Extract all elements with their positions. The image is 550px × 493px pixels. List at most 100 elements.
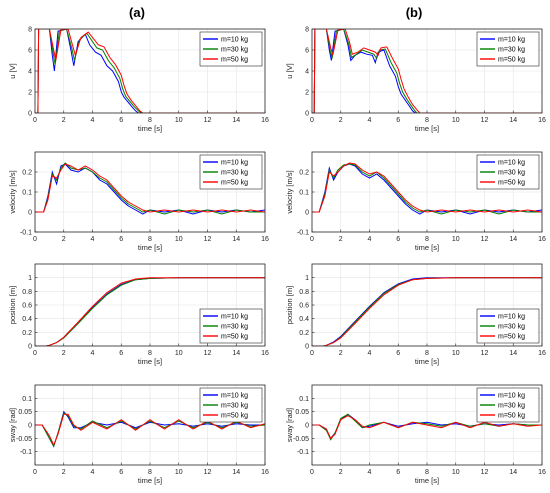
x-axis-label: time [s] xyxy=(415,357,439,366)
x-tick-label: 12 xyxy=(481,117,489,124)
x-tick-label: 14 xyxy=(232,236,240,243)
x-tick-label: 12 xyxy=(204,236,212,243)
y-tick-label: 0.2 xyxy=(22,330,32,337)
x-tick-label: 12 xyxy=(204,469,212,476)
x-tick-label: 16 xyxy=(538,350,546,357)
legend-label: m=30 kg xyxy=(221,403,248,410)
legend-label: m=10 kg xyxy=(498,37,525,44)
x-tick-label: 16 xyxy=(538,236,546,243)
legend-label: m=50 kg xyxy=(498,180,525,187)
legend-label: m=50 kg xyxy=(221,180,248,187)
x-tick-label: 6 xyxy=(119,117,123,124)
x-tick-label: 12 xyxy=(481,236,489,243)
y-tick-label: -0.1 xyxy=(20,230,32,237)
legend-label: m=50 kg xyxy=(221,413,248,420)
legend-label: m=30 kg xyxy=(498,324,525,331)
legend: m=10 kg m=30 kg m=50 kg xyxy=(476,31,540,67)
legend: m=10 kg m=30 kg m=50 kg xyxy=(476,154,540,190)
y-tick-label: 0 xyxy=(305,111,309,118)
series-line-m-50-kg xyxy=(35,413,265,447)
y-tick-label: 1 xyxy=(305,275,309,282)
x-tick-label: 8 xyxy=(425,117,429,124)
legend: m=10 kg m=30 kg m=50 kg xyxy=(476,387,540,423)
y-tick-label: 0 xyxy=(28,111,32,118)
legend-label: m=30 kg xyxy=(498,170,525,177)
y-axis-label: u [V] xyxy=(285,63,294,78)
x-tick-label: 0 xyxy=(310,117,314,124)
x-tick-label: 10 xyxy=(175,469,183,476)
y-axis-label: position [m] xyxy=(285,286,294,324)
subplot-a-r3: 0 2 4 6 8 10 12 14 16 0 0.2 0.4 0.6 0.8 1 time [s] posit… xyxy=(8,263,269,366)
x-tick-label: 8 xyxy=(425,469,429,476)
y-tick-label: 0.4 xyxy=(22,316,32,323)
y-tick-label: 6 xyxy=(305,48,309,55)
x-tick-label: 14 xyxy=(509,350,517,357)
x-tick-label: 12 xyxy=(204,350,212,357)
legend-label: m=50 kg xyxy=(498,334,525,341)
x-tick-label: 6 xyxy=(396,469,400,476)
y-tick-label: 6 xyxy=(28,48,32,55)
legend-label: m=10 kg xyxy=(498,393,525,400)
x-tick-label: 8 xyxy=(148,350,152,357)
x-axis-label: time [s] xyxy=(138,357,162,366)
x-tick-label: 10 xyxy=(175,350,183,357)
y-tick-label: 0.1 xyxy=(22,396,32,403)
x-tick-label: 6 xyxy=(119,469,123,476)
x-tick-label: 4 xyxy=(91,236,95,243)
y-axis-label: sway [rad] xyxy=(8,408,17,442)
x-tick-label: 16 xyxy=(261,117,269,124)
y-tick-label: -0.1 xyxy=(20,449,32,456)
y-tick-label: 2 xyxy=(305,90,309,97)
x-tick-label: 0 xyxy=(33,236,37,243)
x-tick-label: 12 xyxy=(204,117,212,124)
x-tick-label: 8 xyxy=(148,469,152,476)
y-tick-label: 0.2 xyxy=(22,170,32,177)
legend: m=10 kg m=30 kg m=50 kg xyxy=(199,154,263,190)
y-tick-label: 1 xyxy=(28,275,32,282)
x-tick-label: 16 xyxy=(261,350,269,357)
subplot-b-r4: 0 2 4 6 8 10 12 14 16 -0.1 -0.05 0 0.05 0.1 time [s] sw… xyxy=(285,384,546,485)
x-axis-label: time [s] xyxy=(138,476,162,485)
y-tick-label: 0.1 xyxy=(22,190,32,197)
legend: m=10 kg m=30 kg m=50 kg xyxy=(199,31,263,67)
x-tick-label: 14 xyxy=(509,236,517,243)
y-tick-label: 8 xyxy=(28,27,32,34)
x-tick-label: 6 xyxy=(396,236,400,243)
y-tick-label: 0 xyxy=(305,210,309,217)
x-tick-label: 8 xyxy=(148,117,152,124)
subplot-a-r4: 0 2 4 6 8 10 12 14 16 -0.1 -0.05 0 0.05 0.1 time [s] sw… xyxy=(8,384,269,485)
series-line-m-50-kg xyxy=(312,415,542,440)
y-tick-label: 0.8 xyxy=(22,289,32,296)
y-tick-label: 0 xyxy=(28,423,32,430)
x-tick-label: 14 xyxy=(509,469,517,476)
y-tick-label: 0 xyxy=(28,344,32,351)
x-tick-label: 0 xyxy=(310,236,314,243)
y-tick-label: 4 xyxy=(28,69,32,76)
y-tick-label: 0.1 xyxy=(299,190,309,197)
x-axis-label: time [s] xyxy=(415,243,439,252)
y-tick-label: -0.05 xyxy=(16,436,32,443)
panel-label-b: (b) xyxy=(406,5,423,20)
x-tick-label: 14 xyxy=(232,350,240,357)
x-tick-label: 0 xyxy=(33,117,37,124)
y-tick-label: 0 xyxy=(305,344,309,351)
x-tick-label: 2 xyxy=(339,236,343,243)
y-axis-label: u [V] xyxy=(8,63,17,78)
x-tick-label: 2 xyxy=(339,469,343,476)
legend-label: m=30 kg xyxy=(221,170,248,177)
x-tick-label: 12 xyxy=(481,350,489,357)
series-line-m-50-kg xyxy=(312,277,542,346)
x-tick-label: 4 xyxy=(368,350,372,357)
x-tick-label: 2 xyxy=(339,117,343,124)
x-tick-label: 8 xyxy=(425,350,429,357)
y-axis-label: sway [rad] xyxy=(285,408,294,442)
x-tick-label: 4 xyxy=(368,236,372,243)
x-tick-label: 4 xyxy=(91,469,95,476)
y-tick-label: -0.05 xyxy=(293,436,309,443)
legend: m=10 kg m=30 kg m=50 kg xyxy=(199,387,263,423)
legend-box xyxy=(199,31,263,67)
